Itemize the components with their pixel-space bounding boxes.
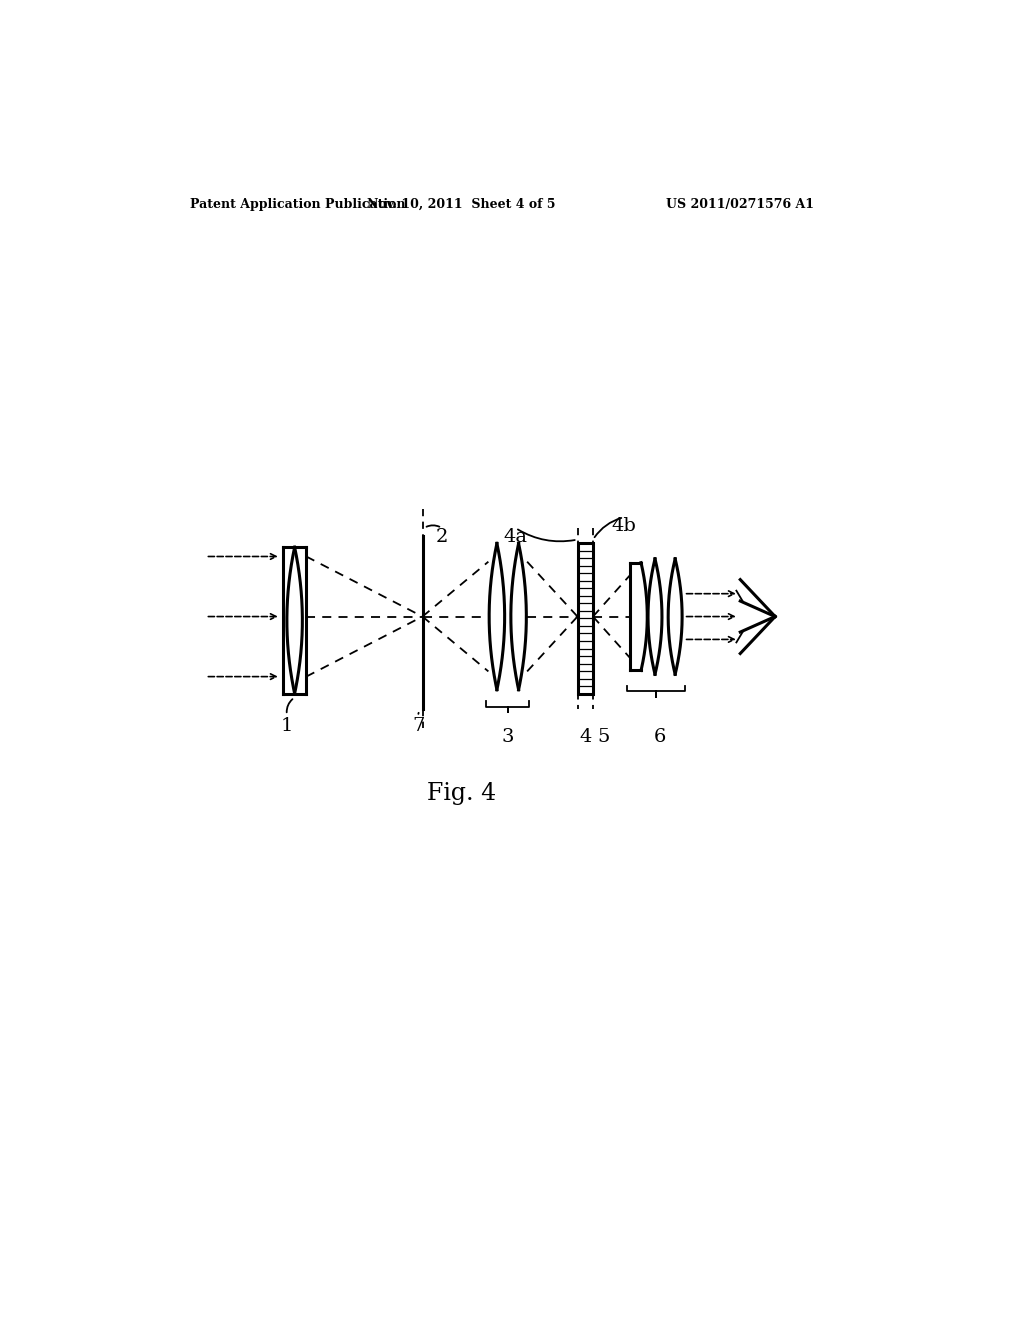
- Text: Patent Application Publication: Patent Application Publication: [190, 198, 406, 211]
- Text: Fig. 4: Fig. 4: [427, 781, 496, 805]
- Text: Nov. 10, 2011  Sheet 4 of 5: Nov. 10, 2011 Sheet 4 of 5: [367, 198, 555, 211]
- Text: 7: 7: [413, 717, 425, 735]
- Bar: [578, 544, 593, 693]
- Text: 4: 4: [579, 729, 592, 746]
- Text: 1: 1: [281, 717, 293, 735]
- Text: 3: 3: [502, 729, 514, 746]
- Text: 4a: 4a: [504, 528, 527, 546]
- Text: 2: 2: [435, 528, 449, 546]
- Text: US 2011/0271576 A1: US 2011/0271576 A1: [667, 198, 814, 211]
- Text: 5: 5: [598, 729, 610, 746]
- Text: 6: 6: [653, 729, 666, 746]
- Text: 4b: 4b: [611, 517, 637, 535]
